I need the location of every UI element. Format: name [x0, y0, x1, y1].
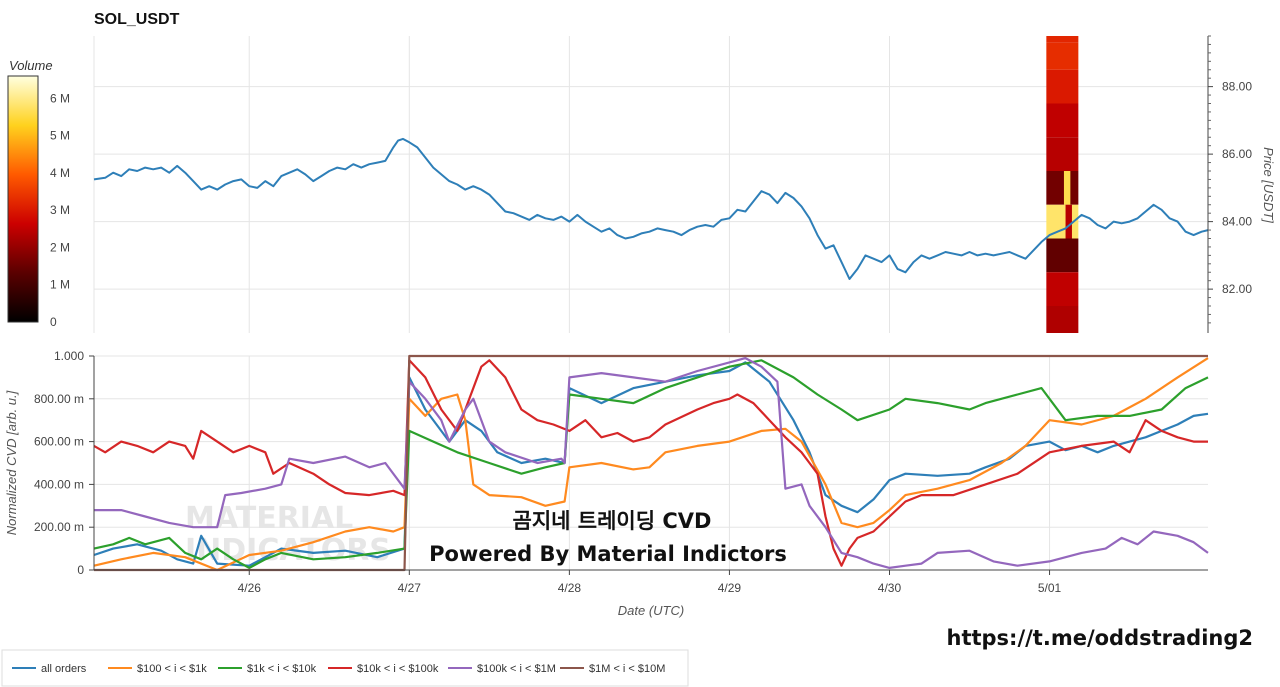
x-tick-label: 4/29: [718, 581, 742, 595]
overlay-title-korean: 곰지네 트레이딩 CVD: [513, 509, 712, 533]
cvd-tick-label: 400.00 m: [34, 477, 84, 491]
price-y-ticks: 82.00 84.00 86.00 88.00: [1208, 35, 1252, 324]
colorbar-tick-label: 3 M: [50, 203, 70, 217]
price-line: [93, 137, 1209, 280]
colorbar-tick-label: 2 M: [50, 240, 70, 254]
cvd-tick-label: 200.00 m: [34, 520, 84, 534]
cvd-line: [94, 357, 1209, 569]
heatmap-cell: [1046, 272, 1079, 306]
legend-label: $10k < i < $100k: [357, 663, 439, 675]
cvd-tick-label: 600.00 m: [34, 435, 84, 449]
price-tick-label: 82.00: [1222, 282, 1252, 296]
price-tick-label: 86.00: [1222, 147, 1252, 161]
legend-label: $100k < i < $1M: [477, 663, 556, 675]
cvd-x-ticks: 4/26 4/27 4/28 4/29 4/30 5/01: [238, 570, 1062, 595]
cvd-y-axis-title: Normalized CVD [arb. u.]: [4, 390, 19, 535]
x-tick-label: 4/27: [398, 581, 422, 595]
cvd-y-ticks: 0 200.00 m 400.00 m 600.00 m 800.00 m 1.000: [34, 349, 94, 577]
watermark-line1: MATERIAL: [185, 501, 353, 536]
colorbar-tick-label: 6 M: [50, 91, 70, 105]
heatmap-cell: [1065, 204, 1072, 239]
x-tick-label: 4/26: [238, 581, 262, 595]
overlay-powered-by: Powered By Material Indictors: [429, 542, 787, 566]
cvd-plot-area: [94, 356, 1208, 570]
x-tick-label: 4/28: [558, 581, 582, 595]
legend-label: $1k < i < $10k: [247, 663, 317, 675]
legend-label: all orders: [41, 663, 87, 675]
chart-title: SOL_USDT: [94, 11, 180, 28]
heatmap-cell: [1046, 42, 1079, 70]
legend: all orders $100 < i < $1k $1k < i < $10k $1…: [1, 649, 689, 687]
price-y-axis-title: Price [USDT]: [1261, 147, 1276, 223]
colorbar: [7, 75, 39, 323]
colorbar-tick-label: 1 M: [50, 278, 70, 292]
colorbar-label: Volume: [9, 58, 53, 73]
colorbar-tick-label: 4 M: [50, 166, 70, 180]
colorbar-tick-label: 5 M: [50, 129, 70, 143]
legend-label: $1M < i < $10M: [589, 663, 665, 675]
colorbar-ticks: 0 1 M 2 M 3 M 4 M 5 M 6 M: [50, 91, 70, 329]
x-axis-title: Date (UTC): [618, 603, 684, 618]
x-tick-label: 4/30: [878, 581, 902, 595]
heatmap-cell: [1046, 69, 1079, 104]
cvd-line: [93, 359, 1208, 567]
heatmap-cell: [1046, 36, 1079, 43]
telegram-url[interactable]: https://t.me/oddstrading2: [947, 626, 1254, 650]
heatmap-cell: [1046, 137, 1079, 171]
price-series-group: [93, 137, 1209, 280]
price-plot-area: [94, 36, 1208, 333]
price-tick-label: 88.00: [1222, 80, 1252, 94]
cvd-tick-label: 0: [77, 563, 84, 577]
heatmap-cell: [1046, 306, 1079, 333]
legend-label: $100 < i < $1k: [137, 663, 207, 675]
heatmap-cell: [1063, 171, 1071, 205]
x-tick-label: 5/01: [1038, 581, 1062, 595]
heatmap-cell: [1046, 171, 1079, 205]
cvd-tick-label: 1.000: [54, 349, 84, 363]
colorbar-tick-label: 0: [50, 315, 57, 329]
heatmap-cell: [1046, 103, 1079, 138]
cvd-line: [93, 357, 1209, 572]
volume-heatmap: [1046, 36, 1079, 333]
cvd-series-group: [93, 354, 1209, 572]
price-tick-label: 84.00: [1222, 215, 1252, 229]
heatmap-cell: [1046, 238, 1079, 273]
cvd-tick-label: 800.00 m: [34, 392, 84, 406]
